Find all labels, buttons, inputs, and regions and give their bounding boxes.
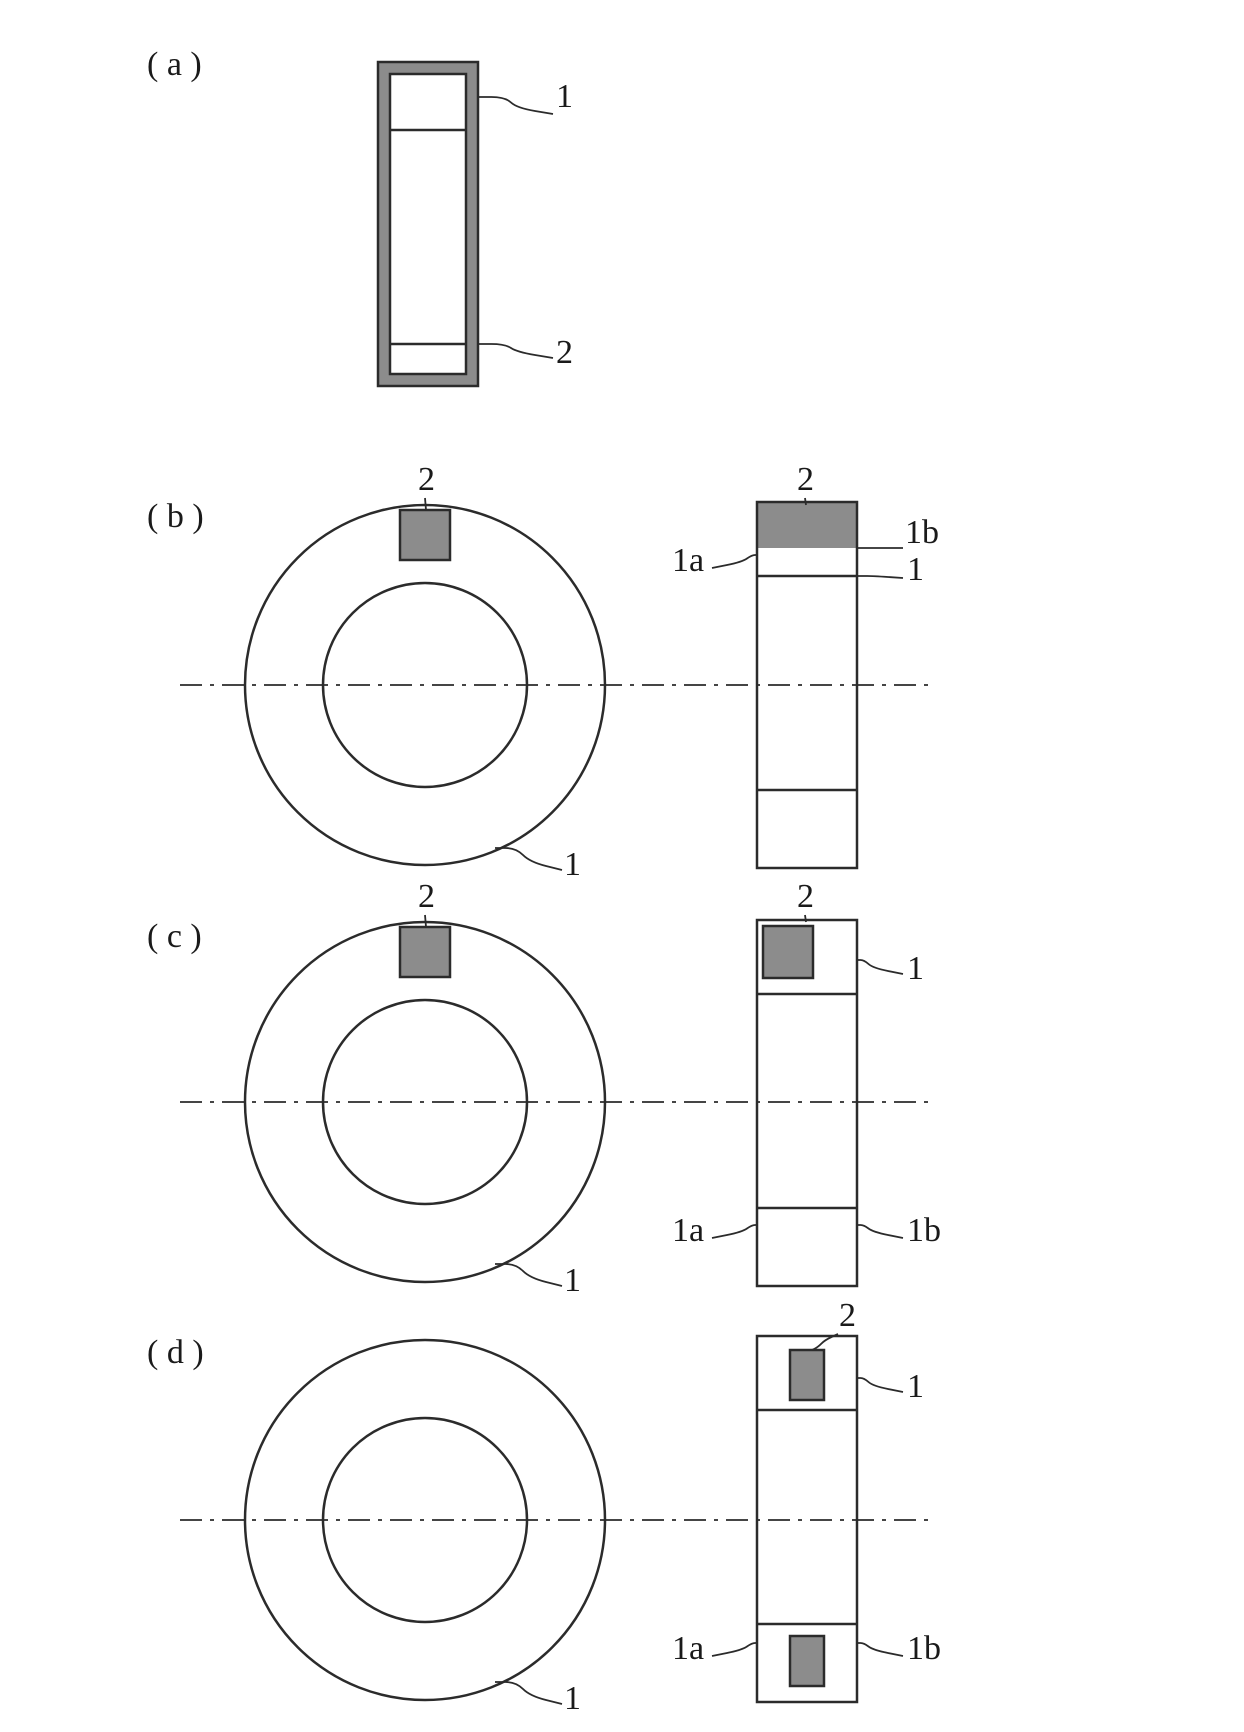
leader-line (857, 1225, 903, 1238)
callout-label: 1b (905, 514, 939, 552)
leader-line (857, 576, 903, 578)
callout-label: 2 (418, 461, 435, 499)
callout-label: 1 (564, 1262, 581, 1300)
callout-label: 1 (556, 78, 573, 116)
leader-line (495, 848, 562, 870)
callout-label: 1a (672, 1630, 704, 1668)
callout-label: 2 (556, 334, 573, 372)
leader-line (712, 555, 758, 568)
callout-label: 2 (797, 461, 814, 499)
callout-label: 1 (564, 1680, 581, 1718)
callout-label: 1a (672, 542, 704, 580)
panel-d-ring-outer (245, 1340, 605, 1700)
panel-d-embed-1 (790, 1636, 824, 1686)
panel-b-mark (400, 510, 450, 560)
panel-d-embed-0 (790, 1350, 824, 1400)
leader-line (857, 1643, 903, 1656)
panel-c-side-mark (763, 926, 813, 978)
leader-line (712, 1643, 758, 1656)
leader-line (495, 1264, 562, 1286)
callout-label: 1b (907, 1212, 941, 1250)
leader-line (478, 344, 553, 358)
panel-tag: ( b ) (147, 498, 204, 536)
panel-tag: ( a ) (147, 46, 202, 84)
leader-line (805, 915, 806, 922)
leader-line (425, 498, 426, 510)
leader-line (857, 960, 903, 974)
callout-label: 1 (564, 846, 581, 884)
leader-line (495, 1682, 562, 1704)
panel-tag: ( c ) (147, 918, 202, 956)
callout-label: 1 (907, 950, 924, 988)
callout-label: 2 (839, 1297, 856, 1335)
callout-label: 1b (907, 1630, 941, 1668)
figure-svg (0, 0, 1244, 1732)
callout-label: 1 (907, 551, 924, 589)
callout-label: 1a (672, 1212, 704, 1250)
leader-line (712, 1225, 758, 1238)
callout-label: 2 (797, 878, 814, 916)
callout-label: 2 (418, 878, 435, 916)
leader-line (857, 1378, 903, 1392)
panel-tag: ( d ) (147, 1334, 204, 1372)
leader-line (805, 498, 806, 505)
panel-b-side-cap (757, 502, 857, 548)
leader-line (425, 915, 426, 927)
leader-line (478, 97, 553, 114)
panel-c-mark (400, 927, 450, 977)
panel-a-inner (390, 74, 466, 374)
callout-label: 1 (907, 1368, 924, 1406)
